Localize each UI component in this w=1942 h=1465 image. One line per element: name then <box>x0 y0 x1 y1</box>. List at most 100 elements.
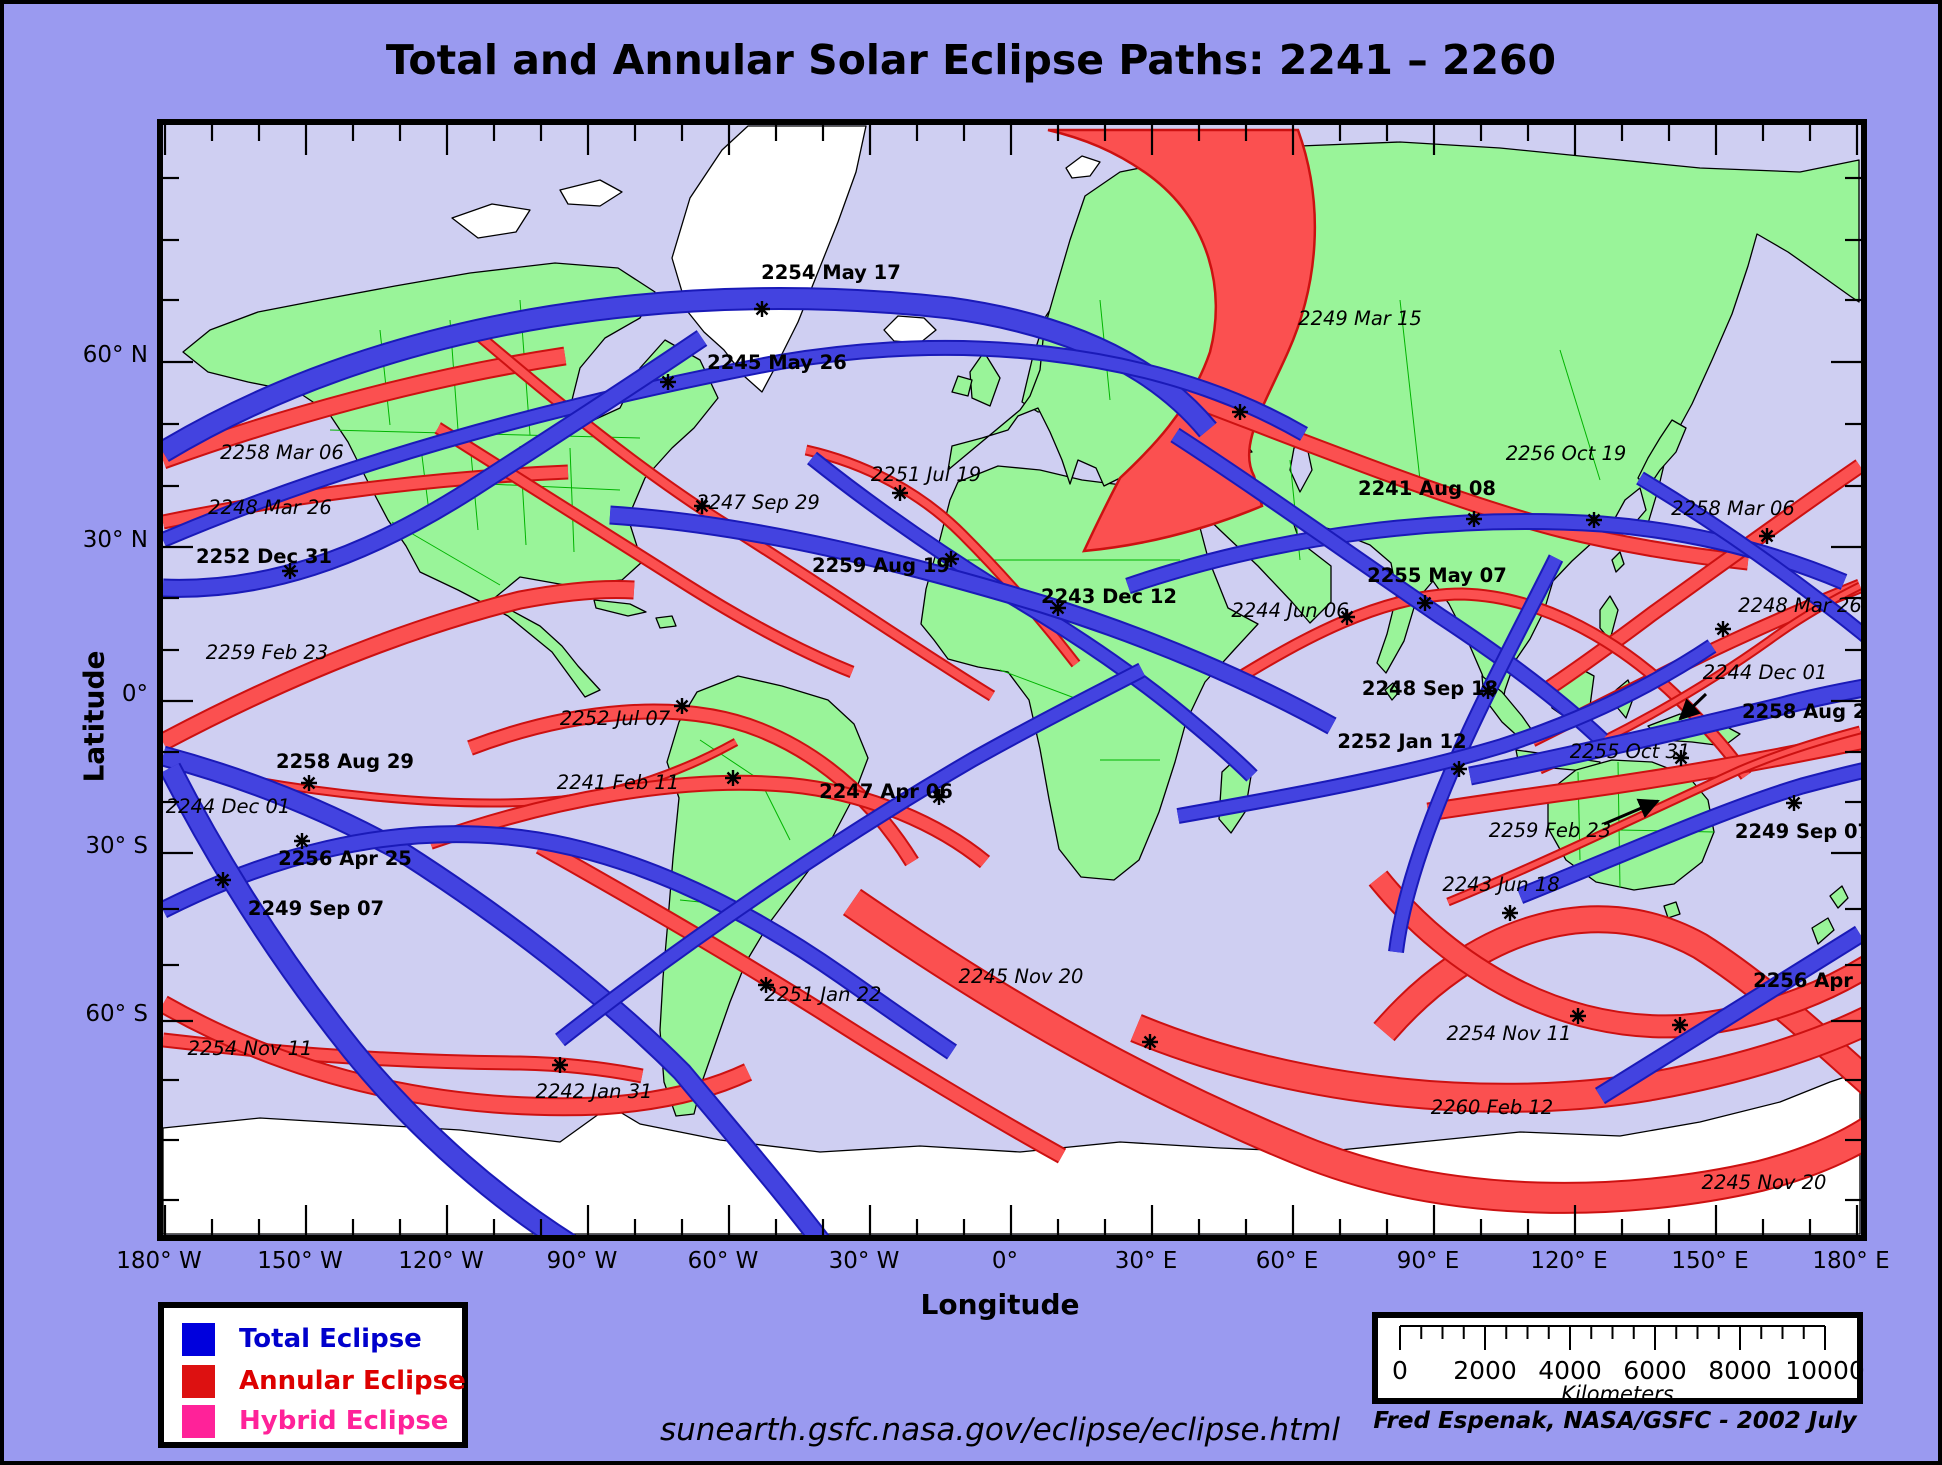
eclipse-date-label: 2248 Mar 26 <box>1738 594 1861 617</box>
world-map-frame: 2258 Mar 06 2248 Mar 26 2247 Sep 29 2251 Ju… <box>157 119 1867 1241</box>
landmass-taiwan <box>1611 551 1625 573</box>
eclipse-band <box>1370 871 1861 1037</box>
landmass-ireland <box>951 375 973 397</box>
landmass-hispaniola <box>655 615 677 629</box>
distance-scale-bar: 0 2000 4000 6000 8000 10000 Kilometers <box>1372 1312 1865 1406</box>
greatest-eclipse-marker <box>758 977 774 993</box>
eclipse-date-label: 2252 Jan 12 <box>1337 730 1466 753</box>
eclipse-band-hook <box>1047 128 1317 553</box>
greatest-eclipse-marker <box>1142 1034 1158 1050</box>
eclipse-date-label: 2256 Apr 25 <box>278 847 412 870</box>
longitude-tick-label: 120° W <box>398 1248 484 1274</box>
longitude-tick-label: 90° W <box>546 1248 618 1274</box>
eclipse-date-label: 2255 Oct 31 <box>1570 740 1691 763</box>
eclipse-date-label: 2255 May 07 <box>1367 564 1507 587</box>
landmass-japan <box>1637 419 1687 489</box>
greatest-eclipse-marker <box>1570 1008 1586 1024</box>
landmass-arctic-island-1 <box>451 203 531 239</box>
longitude-axis-title: Longitude <box>920 1288 1080 1321</box>
longitude-tick-label: 60° E <box>1255 1248 1319 1274</box>
greatest-eclipse-marker <box>1339 609 1355 625</box>
legend-label-total: Total Eclipse <box>239 1324 422 1354</box>
eclipse-band <box>609 507 1336 733</box>
landmass-tasmania <box>1663 901 1681 919</box>
eclipse-date-label: 2242 Jan 31 <box>536 1080 653 1103</box>
longitude-tick-label: 0° <box>991 1248 1019 1274</box>
scale-tick-label: 6000 <box>1623 1356 1687 1385</box>
eclipse-band <box>1171 429 1607 745</box>
landmass-cuba <box>593 599 647 617</box>
eclipse-date-label: 2259 Aug 19 <box>812 554 950 577</box>
scale-tick-label: 10000 <box>1785 1356 1865 1385</box>
legend-label-hybrid: Hybrid Eclipse <box>239 1406 449 1436</box>
scale-tick-label: 4000 <box>1538 1356 1602 1385</box>
greatest-eclipse-marker <box>943 551 959 567</box>
landmass-new-zealand-north <box>1829 885 1849 909</box>
greatest-eclipse-marker <box>694 498 710 514</box>
latitude-tick-label: 30° S <box>85 833 148 859</box>
greatest-eclipse-marker <box>892 485 908 501</box>
eclipse-band <box>844 890 1861 1212</box>
eclipse-date-label: 2241 Aug 08 <box>1358 477 1496 500</box>
eclipse-band <box>1596 927 1861 1103</box>
eclipse-date-label: 2256 Oct 19 <box>1506 442 1627 465</box>
eclipse-band <box>163 747 827 1235</box>
longitude-tick-label: 180° E <box>1812 1248 1890 1274</box>
eclipse-date-labels: 2258 Mar 06 2248 Mar 26 2247 Sep 29 2251 Ju… <box>166 261 1861 1194</box>
eclipse-bands <box>163 128 1861 1235</box>
scale-unit: Kilometers <box>1561 1382 1674 1406</box>
eclipse-band <box>1637 473 1861 640</box>
longitude-tick-label: 90° E <box>1396 1248 1460 1274</box>
eclipse-band <box>536 840 1066 1162</box>
eclipse-band <box>1176 641 1716 822</box>
greatest-eclipse-marker <box>1417 595 1433 611</box>
eclipse-band <box>163 763 573 1235</box>
eclipse-date-label: 2245 Nov 20 <box>1702 1171 1827 1194</box>
legend-item-total: Total Eclipse <box>182 1322 422 1356</box>
greatest-eclipse-marker <box>754 301 770 317</box>
eclipse-band <box>1426 733 1861 820</box>
eclipse-date-label: 2251 Jul 19 <box>871 463 981 486</box>
greatest-eclipse-marker <box>1232 404 1248 420</box>
greatest-eclipse-marker <box>660 374 676 390</box>
eclipse-band <box>1517 764 1861 903</box>
eclipse-date-label: 2247 Sep 29 <box>696 491 820 514</box>
eclipse-date-label: 2256 Apr 25 <box>1753 969 1861 992</box>
eclipse-date-label: 2258 Mar 06 <box>220 441 344 464</box>
eclipse-date-label: 2249 Sep 07 <box>1735 820 1861 843</box>
label-pointer-arrow <box>1603 798 1660 826</box>
longitude-tick-label: 120° E <box>1530 1248 1608 1274</box>
greatest-eclipse-marker <box>674 698 690 714</box>
eclipse-date-label: 2254 Nov 11 <box>188 1037 313 1060</box>
eclipse-date-label: 2249 Sep 07 <box>248 897 384 920</box>
eclipse-date-label: 2248 Sep 18 <box>1362 677 1498 700</box>
greatest-eclipse-marker <box>1466 511 1482 527</box>
eclipse-band <box>163 581 635 749</box>
greatest-eclipse-marker <box>282 563 298 579</box>
scale-tick-label: 2000 <box>1453 1356 1517 1385</box>
eclipse-band <box>163 331 707 596</box>
legend: Total Eclipse Annular Eclipse Hybrid Ecl… <box>158 1302 468 1448</box>
greatest-eclipse-marker <box>215 872 231 888</box>
eclipse-markers <box>215 301 1802 1073</box>
border-line <box>1399 299 1421 481</box>
border-line <box>1559 349 1601 481</box>
eclipse-band <box>428 776 989 867</box>
eclipse-date-label: 2245 May 26 <box>707 351 847 374</box>
eclipse-date-label: 2244 Dec 01 <box>166 795 291 818</box>
eclipse-date-label: 2251 Jan 22 <box>765 983 882 1006</box>
eclipse-date-label: 2245 Nov 20 <box>959 965 1084 988</box>
eclipse-date-label: 2241 Feb 11 <box>557 771 679 794</box>
border-line <box>999 669 1081 701</box>
eclipse-date-label: 2260 Feb 12 <box>1431 1096 1553 1119</box>
longitude-tick-label: 180° W <box>116 1248 202 1274</box>
greatest-eclipse-marker <box>1451 761 1467 777</box>
eclipse-date-label: 2258 Aug 29 <box>1742 700 1861 723</box>
scale-ruler <box>1399 1325 1826 1350</box>
scale-tick-label: 0 <box>1392 1356 1408 1385</box>
eclipse-date-label: 2259 Feb 23 <box>206 641 328 664</box>
greatest-eclipse-marker <box>1759 528 1775 544</box>
credit-text: Fred Espenak, NASA/GSFC - 2002 July <box>1373 1408 1857 1434</box>
greatest-eclipse-marker <box>1786 795 1802 811</box>
greatest-eclipse-marker <box>931 789 947 805</box>
